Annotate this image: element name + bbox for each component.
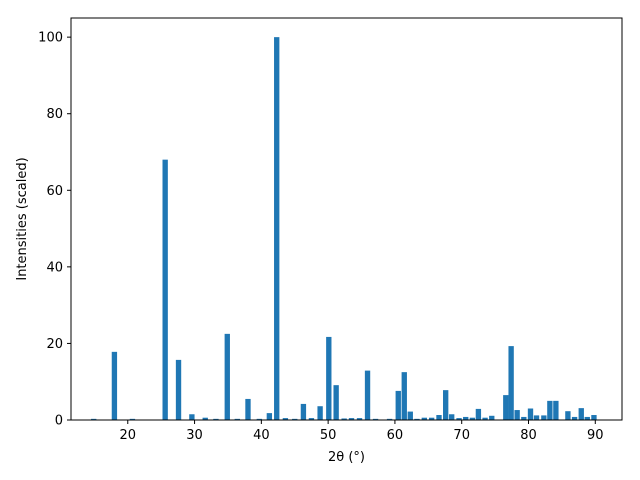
bar xyxy=(292,418,298,420)
bar xyxy=(482,417,488,420)
y-axis-label: Intensities (scaled) xyxy=(15,157,30,280)
bar xyxy=(213,418,219,420)
x-axis-ticks: 20 30 40 50 60 70 80 90 xyxy=(119,420,604,443)
bar xyxy=(256,418,263,420)
bar xyxy=(274,37,280,420)
bar xyxy=(475,408,482,420)
bar xyxy=(341,418,347,420)
x-tick-label: 80 xyxy=(520,428,537,443)
bar xyxy=(224,333,230,420)
bar xyxy=(356,418,363,420)
bar xyxy=(436,415,442,420)
bar xyxy=(234,418,240,420)
bar xyxy=(266,413,273,420)
y-tick-label: 100 xyxy=(38,31,63,46)
bar xyxy=(401,372,407,420)
bar xyxy=(489,415,495,420)
x-tick-label: 40 xyxy=(253,428,270,443)
y-tick-label: 40 xyxy=(46,260,63,275)
y-tick-label: 0 xyxy=(55,414,63,429)
bar xyxy=(407,411,413,420)
bar xyxy=(443,390,449,420)
bar xyxy=(547,400,553,420)
y-tick-label: 20 xyxy=(46,337,63,352)
bars-group xyxy=(91,37,597,420)
bar xyxy=(245,398,251,420)
bar xyxy=(364,370,371,420)
bar xyxy=(386,418,393,420)
bar xyxy=(395,390,401,420)
bar xyxy=(421,417,427,420)
y-axis-ticks: 0 20 40 60 80 100 xyxy=(38,31,71,429)
bar xyxy=(317,406,323,420)
y-tick-label: 60 xyxy=(46,184,63,199)
bar xyxy=(527,408,534,420)
bar xyxy=(514,410,520,420)
bar xyxy=(553,400,559,420)
bar xyxy=(414,418,420,420)
bar xyxy=(428,417,435,420)
bar xyxy=(541,415,547,420)
plot-frame xyxy=(70,17,623,421)
x-axis-label: 2θ (°) xyxy=(328,450,365,465)
bar xyxy=(463,416,469,420)
bar xyxy=(162,159,168,420)
bar xyxy=(333,385,339,420)
bar xyxy=(456,418,462,420)
x-tick-label: 70 xyxy=(453,428,470,443)
bar xyxy=(348,418,355,420)
bar xyxy=(508,346,514,420)
bar xyxy=(503,395,509,420)
bar xyxy=(129,418,136,420)
bar xyxy=(111,351,118,420)
y-tick-label: 80 xyxy=(46,107,63,122)
bar xyxy=(326,336,332,420)
bar xyxy=(175,359,182,420)
x-tick-label: 60 xyxy=(387,428,404,443)
bar xyxy=(469,417,476,420)
x-tick-label: 20 xyxy=(119,428,136,443)
bar xyxy=(282,418,289,420)
bar xyxy=(565,411,571,420)
x-tick-label: 50 xyxy=(320,428,337,443)
bar xyxy=(533,415,540,420)
bar xyxy=(521,416,527,420)
bar xyxy=(300,403,307,420)
bar xyxy=(91,418,97,420)
bar xyxy=(202,417,208,420)
bar xyxy=(591,415,597,420)
bar xyxy=(584,416,590,420)
bar xyxy=(189,414,195,420)
bar xyxy=(571,416,578,420)
bar xyxy=(578,408,584,420)
bar xyxy=(372,418,379,420)
x-tick-label: 90 xyxy=(587,428,604,443)
x-tick-label: 30 xyxy=(186,428,203,443)
bar xyxy=(308,418,315,420)
bar xyxy=(449,414,455,420)
